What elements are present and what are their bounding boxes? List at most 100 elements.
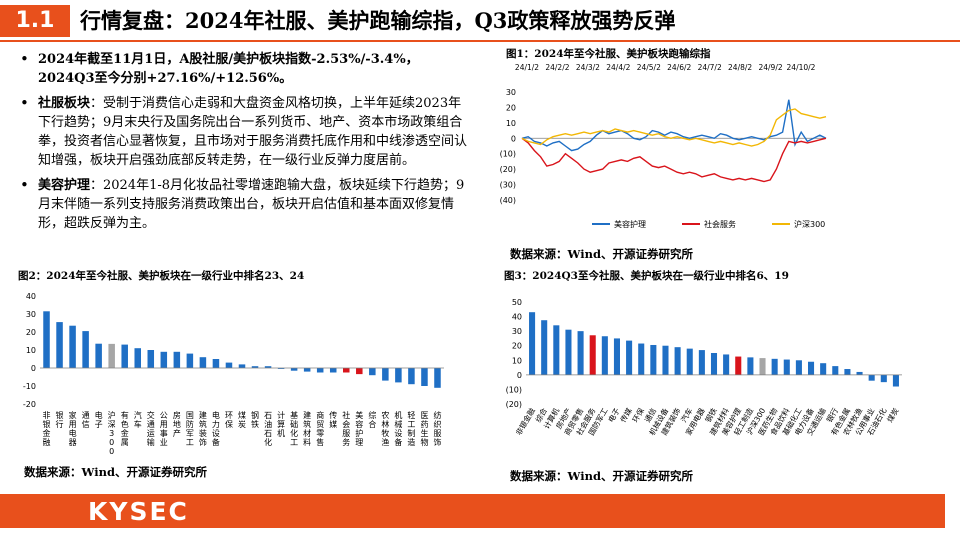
fig3-bar: [662, 345, 669, 375]
fig2-bar: [421, 368, 428, 386]
fig2-bar: [343, 368, 350, 373]
fig3-bar: [710, 353, 718, 375]
fig2-category-label: 非银金融: [43, 410, 51, 447]
fig2-bar: [395, 368, 402, 383]
fig2-category-label: 环保: [225, 411, 233, 429]
fig2-bar: [95, 343, 102, 368]
fig3-category-label: 传媒: [618, 406, 634, 424]
bullet-beauty-care-bold: 美容护理: [38, 178, 91, 193]
fig2-category-label: 农林牧渔: [381, 410, 389, 447]
fig1-y-tick-label: (30): [500, 181, 516, 190]
fig2-bar: [199, 357, 207, 368]
fig2-category-label: 公用事业: [160, 411, 168, 447]
fig1-x-tick-label: 24/3/2: [576, 63, 600, 72]
fig1-x-tick-label: 24/4/2: [606, 63, 630, 72]
fig2-y-tick-label: 30: [26, 310, 36, 319]
fig2-y-tick-label: 10: [26, 346, 36, 355]
fig2-category-label: 电子: [95, 410, 103, 429]
fig3-bar: [638, 343, 645, 375]
fig2-bar: [251, 366, 259, 368]
fig2-category-label: 钢铁: [251, 410, 259, 429]
fig2-bar: [277, 368, 285, 369]
fig1-x-tick-label: 24/5/2: [637, 63, 661, 72]
fig1-title: 图1：2024年至今社服、美护板块跑输综指: [506, 48, 711, 60]
fig1-series-line: [521, 108, 827, 147]
fig3-y-tick-label: 20: [512, 342, 522, 351]
fig2-category-label: 家用电器: [69, 410, 77, 447]
fig2-category-label: 商贸零售: [316, 410, 324, 447]
fig3-bar: [698, 350, 705, 375]
fig2-bar: [382, 368, 389, 381]
fig2-bar: [238, 364, 246, 368]
fig2-bar: [173, 351, 181, 368]
fig2-bar: [43, 311, 50, 368]
fig3-category-label: 非银金融: [513, 406, 537, 437]
fig2-category-label: 医药生物: [420, 411, 428, 447]
fig3-bar: [565, 329, 572, 375]
fig3-title: 图3：2024Q3至今社服、美护板块在一级行业中排名6、19: [504, 270, 789, 282]
bullet-list: 2024年截至11月1日，A股社服/美护板块指数-2.53%/-3.4%，202…: [18, 50, 473, 239]
fig3-category-label: 环保: [631, 406, 647, 424]
fig2-category-label: 基础化工: [290, 410, 298, 447]
fig2-bar: [121, 344, 128, 368]
fig2-bar: [434, 368, 441, 388]
fig3-bar: [723, 354, 730, 375]
fig2-category-label: 沪深 3 0 0: [108, 410, 116, 456]
fig2-category-label: 电力设备: [212, 410, 220, 447]
fig3-bar: [856, 371, 863, 375]
fig2-bar: [212, 359, 220, 368]
fig2-bar: [186, 353, 194, 368]
fig3-bar: [735, 356, 742, 375]
fig2-bar: [147, 350, 155, 368]
footer-bar: [0, 494, 945, 528]
fig1-x-tick-label: 24/7/2: [698, 63, 722, 72]
fig2-category-label: 国防军工: [186, 411, 194, 447]
fig3-bar: [747, 357, 754, 375]
fig1-y-tick-label: (10): [500, 150, 516, 159]
fig1-y-tick-label: 20: [506, 103, 516, 112]
bullet-beauty-care: 美容护理：2024年1-8月化妆品社零增速跑输大盘，板块延续下行趋势；9月末伴随…: [18, 176, 473, 233]
fig2-y-tick-label: -20: [23, 400, 36, 409]
fig3-y-tick-label: 50: [512, 298, 522, 307]
fig3-bar: [541, 320, 548, 375]
fig1-legend-label: 社会服务: [704, 219, 736, 229]
fig1-line-chart: 30 20 10 0 (10) (20) (30) (40) 24/1/2 24/2/2 24/3/…: [500, 63, 827, 229]
fig2-bar: [134, 348, 141, 368]
fig3-source: 数据来源：Wind、开源证券研究所: [510, 469, 693, 483]
fig1-x-tick-label: 24/9/2: [758, 63, 782, 72]
fig2-bar: [160, 351, 168, 368]
fig2-category-label: 有色金属: [121, 410, 129, 447]
fig2-category-label: 传媒: [329, 410, 337, 429]
fig3-bar: [529, 312, 536, 375]
fig1-y-tick-label: 30: [506, 88, 516, 97]
fig1-series-line: [521, 99, 827, 152]
fig3-bar: [601, 336, 608, 375]
fig2-bar: [264, 366, 272, 368]
bullet-social-service: 社服板块：受制于消费信心走弱和大盘资金风格切换，上半年延续2023年下行趋势；9…: [18, 94, 473, 170]
fig3-bar: [783, 359, 790, 375]
fig1-legend-label: 美容护理: [614, 219, 646, 229]
fig2-y-tick-label: 40: [26, 292, 36, 301]
fig2-category-label: 轻工制造: [407, 410, 415, 447]
fig3-bar: [577, 331, 584, 375]
fig3-y-tick-label: (10): [506, 385, 522, 394]
fig2-category-label: 机械设备: [394, 410, 402, 447]
fig2-category-label: 交通运输: [147, 410, 155, 447]
fig2-category-label: 石油石化: [264, 411, 272, 447]
fig3-bar: [832, 366, 839, 375]
section-number: 1.1: [0, 5, 70, 37]
fig1-x-tick-label: 24/10/2: [787, 63, 816, 72]
fig2-source: 数据来源：Wind、开源证券研究所: [24, 465, 207, 479]
fig1-source: 数据来源：Wind、开源证券研究所: [510, 247, 693, 261]
fig3-bar: [686, 348, 693, 375]
fig2-bar: [69, 325, 76, 368]
fig2-category-label: 综合: [368, 410, 376, 429]
slide-title: 行情复盘：2024年社服、美护跑输综指，Q3政策释放强势反弹: [80, 8, 676, 33]
fig2-category-label: 纺织服饰: [433, 410, 441, 447]
fig1-x-tick-label: 24/8/2: [728, 63, 752, 72]
fig2-bar: [56, 322, 63, 368]
bullet-summary: 2024年截至11月1日，A股社服/美护板块指数-2.53%/-3.4%，202…: [18, 50, 473, 88]
fig3-bar-chart: 50403020100(10)(20)非银金融综合计算机房地产商贸零售社会服务国…: [506, 298, 902, 437]
fig2-bar: [303, 368, 311, 372]
fig1-y-tick-label: 0: [511, 134, 516, 143]
